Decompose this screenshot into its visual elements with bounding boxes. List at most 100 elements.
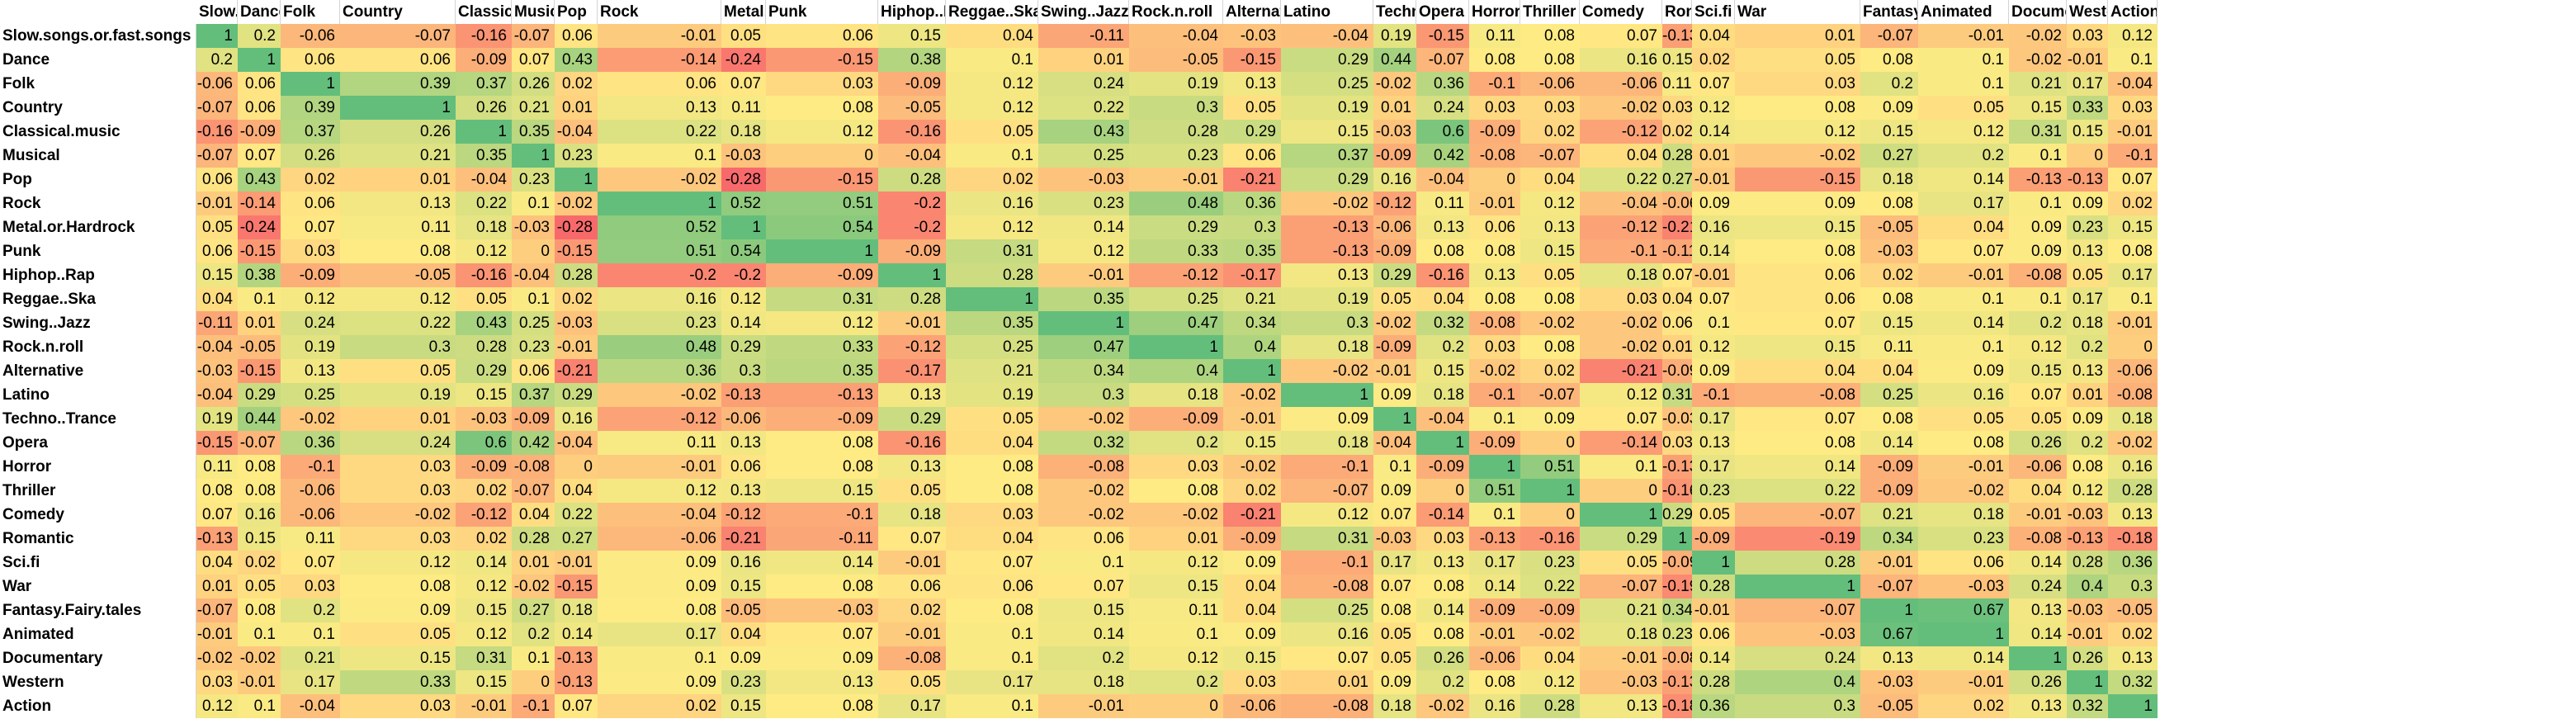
heatmap-cell: 0.13 <box>340 192 456 215</box>
heatmap-cell: -0.04 <box>1580 192 1662 215</box>
heatmap-cell: 1 <box>766 239 878 263</box>
heatmap-cell: -0.16 <box>878 120 946 144</box>
row-label: War <box>0 575 196 598</box>
heatmap-cell: 0.15 <box>456 598 512 622</box>
heatmap-cell: -0.06 <box>196 72 238 96</box>
heatmap-cell: 0.1 <box>2009 287 2067 311</box>
heatmap-cell: -0.1 <box>1281 551 1373 575</box>
heatmap-cell: 0.07 <box>1038 575 1129 598</box>
heatmap-cell: 0.06 <box>238 72 281 96</box>
heatmap-cell: -0.13 <box>1662 455 1692 479</box>
heatmap-cell: 0.01 <box>1692 144 1735 168</box>
heatmap-cell: -0.19 <box>1735 527 1860 551</box>
heatmap-cell: -0.02 <box>1373 311 1416 335</box>
heatmap-cell: 0.13 <box>2009 694 2067 718</box>
heatmap-cell: -0.06 <box>2009 455 2067 479</box>
heatmap-cell: 0.13 <box>721 431 766 455</box>
heatmap-cell: 0.1 <box>238 287 281 311</box>
heatmap-cell: 0.03 <box>1580 287 1662 311</box>
heatmap-cell: -0.02 <box>2108 431 2158 455</box>
heatmap-cell: 0.05 <box>946 120 1038 144</box>
heatmap-cell: 1 <box>2108 694 2158 718</box>
row-label: Romantic <box>0 527 196 551</box>
heatmap-cell: 0.12 <box>196 694 238 718</box>
heatmap-cell: -0.07 <box>1520 144 1580 168</box>
heatmap-cell: 0.21 <box>1860 503 1918 527</box>
heatmap-cell: 0.1 <box>946 646 1038 670</box>
heatmap-cell: 0.03 <box>196 670 238 694</box>
heatmap-cell: -0.1 <box>1469 72 1520 96</box>
heatmap-cell: 0.12 <box>1520 192 1580 215</box>
heatmap-cell: 0.07 <box>238 144 281 168</box>
heatmap-cell: -0.18 <box>1662 694 1692 718</box>
heatmap-cell: 0.09 <box>721 646 766 670</box>
heatmap-cell: -0.08 <box>512 455 555 479</box>
heatmap-cell: 0.06 <box>1918 551 2009 575</box>
heatmap-cell: -0.13 <box>1281 239 1373 263</box>
heatmap-cell: 0.48 <box>598 335 721 359</box>
heatmap-cell: -0.01 <box>456 694 512 718</box>
heatmap-cell: 0.15 <box>1223 431 1281 455</box>
heatmap-cell: 0.13 <box>1416 551 1469 575</box>
heatmap-cell: -0.04 <box>878 144 946 168</box>
heatmap-cell: 0.08 <box>1373 598 1416 622</box>
heatmap-cell: 1 <box>2067 670 2108 694</box>
heatmap-cell: 0.36 <box>598 359 721 383</box>
heatmap-cell: 0.13 <box>1223 72 1281 96</box>
heatmap-cell: 0.13 <box>281 359 340 383</box>
heatmap-cell: 1 <box>1373 407 1416 431</box>
heatmap-cell: 0.04 <box>721 622 766 646</box>
heatmap-cell: 1 <box>196 24 238 48</box>
heatmap-cell: 0.39 <box>281 96 340 120</box>
heatmap-cell: -0.09 <box>1129 407 1223 431</box>
heatmap-cell: 0.04 <box>1692 24 1735 48</box>
heatmap-cell: 0.13 <box>1281 263 1373 287</box>
heatmap-cell: 0.14 <box>766 551 878 575</box>
heatmap-cell: 0.23 <box>555 144 598 168</box>
heatmap-cell: 0.03 <box>281 239 340 263</box>
heatmap-cell: 0.05 <box>1373 646 1416 670</box>
heatmap-cell: 0.12 <box>1735 120 1860 144</box>
heatmap-cell: -0.01 <box>1918 670 2009 694</box>
heatmap-cell: 0.19 <box>1373 24 1416 48</box>
heatmap-cell: 0.02 <box>878 598 946 622</box>
heatmap-cell: -0.02 <box>340 503 456 527</box>
heatmap-cell: -0.11 <box>1038 24 1129 48</box>
heatmap-cell: 0.01 <box>340 168 456 192</box>
heatmap-cell: -0.24 <box>721 48 766 72</box>
heatmap-cell: 0.04 <box>196 287 238 311</box>
heatmap-cell: 0.36 <box>281 431 340 455</box>
heatmap-cell: 0.23 <box>2067 215 2108 239</box>
heatmap-cell: 0.15 <box>1735 215 1860 239</box>
heatmap-cell: -0.09 <box>1223 527 1281 551</box>
heatmap-cell: -0.03 <box>1038 168 1129 192</box>
heatmap-cell: 0.15 <box>878 24 946 48</box>
heatmap-cell: 0.23 <box>1662 622 1692 646</box>
heatmap-cell: 0.08 <box>946 598 1038 622</box>
heatmap-cell: 0.05 <box>2009 407 2067 431</box>
heatmap-cell: 1 <box>1918 622 2009 646</box>
heatmap-cell: -0.05 <box>238 335 281 359</box>
heatmap-cell: 0.19 <box>1281 287 1373 311</box>
heatmap-cell: 1 <box>1692 551 1735 575</box>
row-label: Documentary <box>0 646 196 670</box>
heatmap-cell: -0.03 <box>1373 527 1416 551</box>
heatmap-cell: 0.01 <box>238 311 281 335</box>
heatmap-cell: 0.1 <box>946 622 1038 646</box>
heatmap-cell: 0.1 <box>1038 551 1129 575</box>
heatmap-cell: -0.03 <box>2067 503 2108 527</box>
row-label: Comedy <box>0 503 196 527</box>
heatmap-cell: 0.12 <box>1692 335 1735 359</box>
heatmap-cell: -0.06 <box>281 479 340 503</box>
heatmap-cell: 0.06 <box>598 72 721 96</box>
heatmap-cell: -0.1 <box>281 455 340 479</box>
column-header: Horror <box>1469 0 1520 24</box>
heatmap-cell: 0.05 <box>456 287 512 311</box>
heatmap-cell: 0.17 <box>878 694 946 718</box>
heatmap-cell: 0.18 <box>1416 383 1469 407</box>
heatmap-cell: 0.03 <box>2067 24 2108 48</box>
column-header: Hiphop..Rap <box>878 0 946 24</box>
heatmap-cell: 0.14 <box>1038 215 1129 239</box>
heatmap-cell: 0.12 <box>1129 551 1223 575</box>
heatmap-cell: -0.1 <box>2108 144 2158 168</box>
